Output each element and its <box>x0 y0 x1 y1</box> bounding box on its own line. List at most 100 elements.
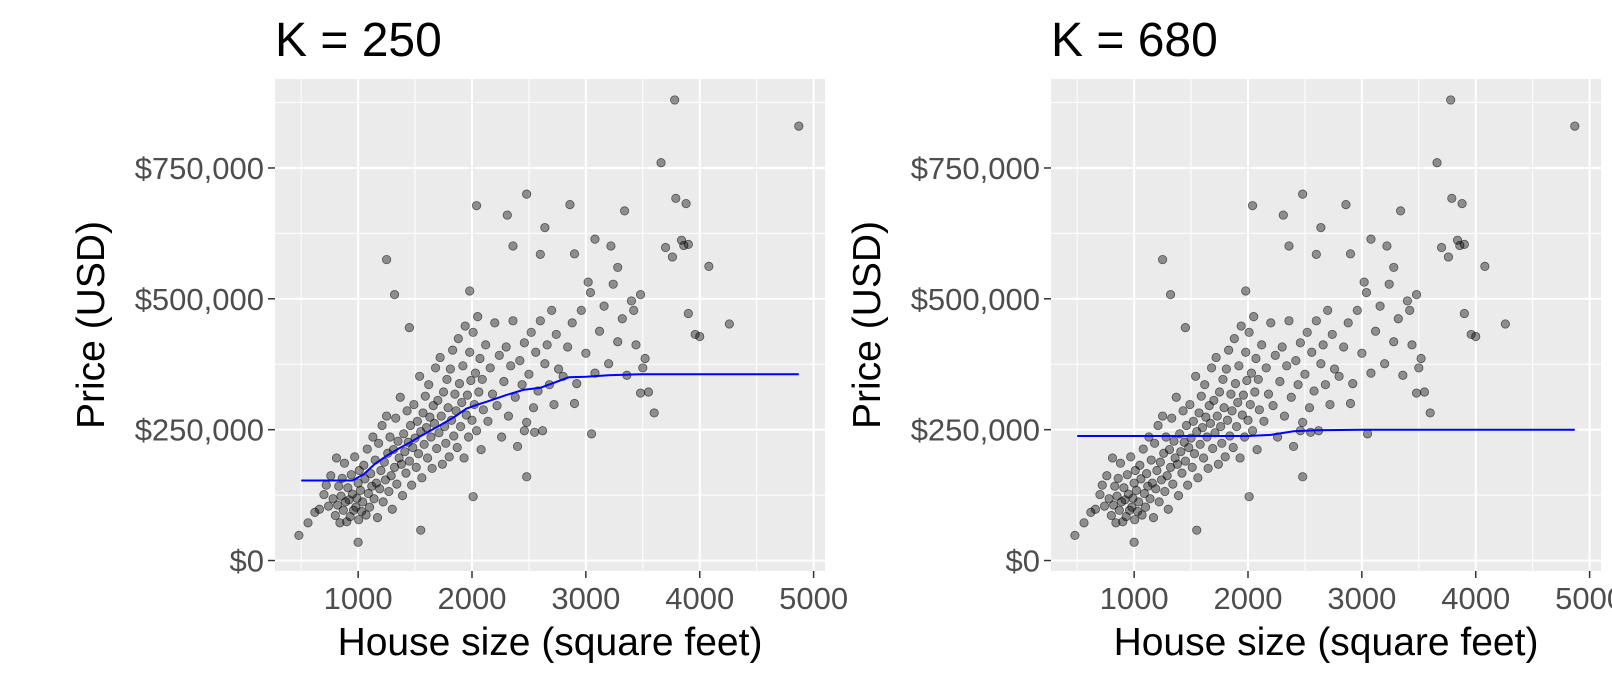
data-point <box>1212 411 1222 421</box>
data-point <box>1284 241 1294 251</box>
data-point <box>586 429 597 439</box>
data-point <box>1115 458 1126 468</box>
data-point <box>1316 359 1326 369</box>
data-point <box>1266 318 1276 328</box>
data-point <box>1163 504 1173 514</box>
data-point <box>402 406 412 416</box>
data-point <box>524 369 534 379</box>
data-point <box>1229 334 1239 344</box>
data-point <box>417 473 427 483</box>
data-point <box>1210 428 1220 438</box>
data-point <box>1425 408 1435 418</box>
data-point <box>444 452 454 462</box>
data-point <box>426 432 436 442</box>
data-point <box>1192 525 1202 535</box>
data-point <box>583 277 593 287</box>
data-point <box>1209 395 1219 405</box>
x-tick-label: 2000 <box>1214 581 1283 616</box>
data-point <box>1402 296 1413 306</box>
data-point <box>1395 206 1406 216</box>
y-tick-label: $500,000 <box>911 282 1040 317</box>
data-point <box>442 374 452 385</box>
x-tick-label: 2000 <box>438 581 507 616</box>
data-point <box>1134 497 1144 507</box>
data-point <box>1195 439 1205 449</box>
data-point <box>1352 305 1362 315</box>
data-point <box>1119 483 1129 493</box>
data-point <box>1129 537 1139 547</box>
data-point <box>1471 331 1481 342</box>
data-point <box>1268 401 1278 411</box>
data-point <box>381 254 392 265</box>
data-point <box>522 417 532 427</box>
data-point <box>1147 478 1157 488</box>
data-point <box>494 350 504 360</box>
data-point <box>1114 505 1124 515</box>
data-point <box>1389 262 1399 273</box>
data-point <box>1370 326 1381 336</box>
data-point <box>1309 386 1319 396</box>
data-point <box>1165 290 1176 300</box>
data-point <box>1359 277 1369 287</box>
data-point <box>303 518 313 528</box>
data-point <box>594 326 605 336</box>
data-point <box>1459 239 1469 249</box>
data-point <box>1086 507 1096 517</box>
data-point <box>683 308 693 319</box>
data-point <box>501 342 511 352</box>
data-point <box>671 193 681 203</box>
data-point <box>1407 340 1417 350</box>
data-point <box>1168 479 1178 489</box>
data-point <box>375 484 385 494</box>
x-axis-label: House size (square feet) <box>1114 621 1539 664</box>
data-point <box>1246 368 1257 378</box>
data-point <box>1288 441 1299 452</box>
data-point <box>1329 364 1340 374</box>
data-point <box>374 438 384 448</box>
data-point <box>413 449 424 459</box>
data-point <box>643 387 654 397</box>
data-point <box>456 421 466 432</box>
data-point <box>466 375 476 386</box>
data-point <box>1298 189 1308 199</box>
data-point <box>1197 422 1208 433</box>
data-point <box>1180 456 1190 466</box>
data-point <box>497 432 507 442</box>
x-axis-label: House size (square feet) <box>338 621 763 664</box>
data-point <box>1284 316 1294 326</box>
data-point <box>487 389 498 399</box>
data-point <box>1466 329 1476 340</box>
data-point <box>704 261 714 271</box>
data-point <box>1201 412 1211 422</box>
data-point <box>613 262 623 273</box>
data-point <box>467 415 477 425</box>
data-point <box>1172 459 1182 469</box>
data-point <box>1188 416 1198 426</box>
data-point <box>608 279 618 289</box>
data-point <box>1327 329 1337 340</box>
data-point <box>1251 353 1261 364</box>
y-tick-label: $750,000 <box>911 151 1040 186</box>
data-point <box>1361 287 1372 298</box>
data-point <box>1203 463 1213 474</box>
data-point <box>1142 469 1152 479</box>
data-point <box>1411 388 1422 398</box>
data-point <box>1136 474 1146 484</box>
data-point <box>361 510 371 520</box>
data-point <box>1220 452 1230 462</box>
data-point <box>1137 510 1147 520</box>
data-point <box>465 286 475 296</box>
data-point <box>323 501 334 511</box>
data-point <box>1419 387 1430 397</box>
data-point <box>540 359 550 369</box>
data-point <box>519 426 529 436</box>
data-point <box>1126 452 1136 462</box>
data-point <box>381 411 392 421</box>
data-point <box>1079 518 1089 528</box>
data-point <box>1457 198 1467 209</box>
data-point <box>412 416 422 426</box>
data-point <box>350 452 360 462</box>
data-point <box>1261 363 1271 373</box>
data-point <box>1416 353 1426 364</box>
data-point <box>436 411 446 421</box>
